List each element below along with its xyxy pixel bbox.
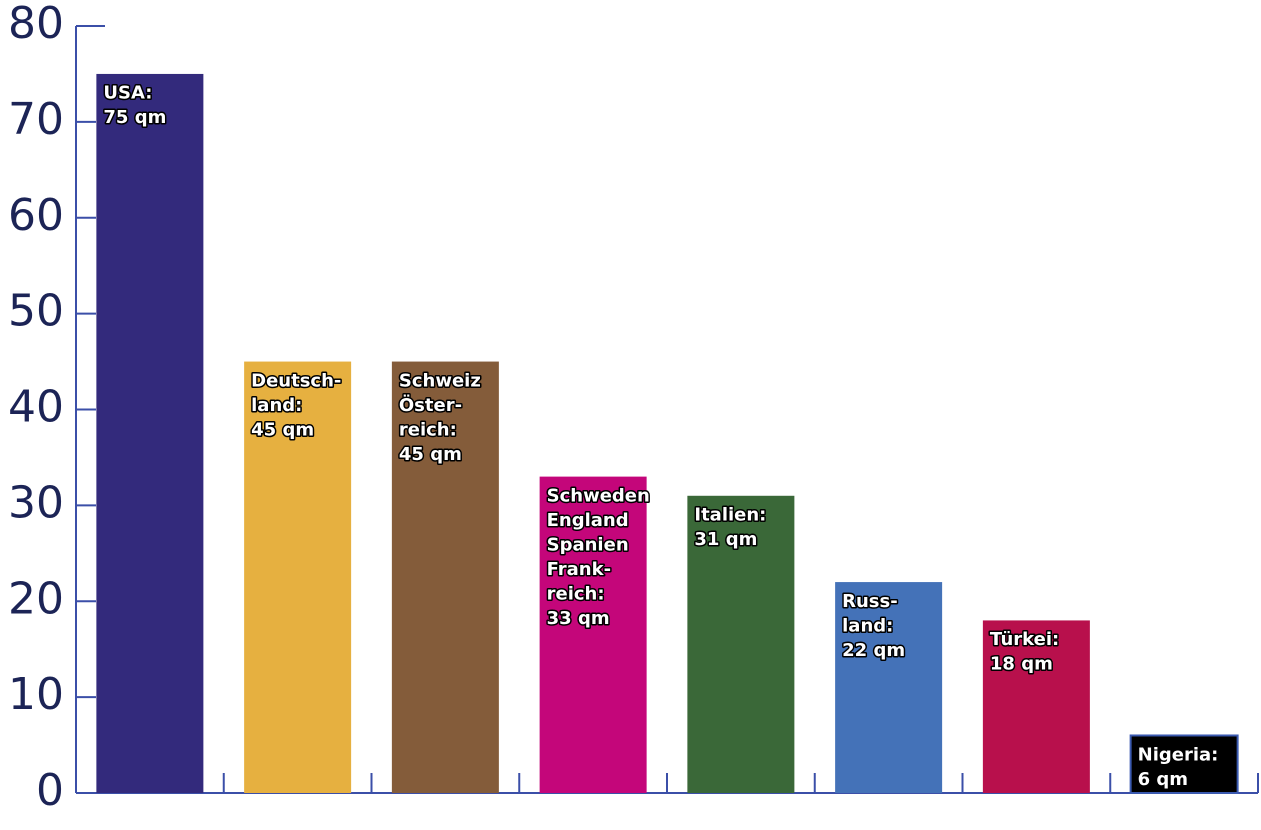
bar [96,73,204,793]
bar-label: Öster- [399,394,462,416]
value-label: 18 qm [990,654,1053,675]
bar [982,620,1090,793]
value-label: 45 qm [251,419,314,440]
bar [539,476,647,793]
y-tick-label: 80 [8,0,64,49]
bar [391,361,499,793]
bar-label: reich: [547,583,605,604]
bar-label: Frank- [547,559,611,580]
y-tick-label: 60 [8,190,64,241]
bar [687,495,795,793]
value-label: 6 qm [1138,769,1188,790]
bar-label: USA: [103,83,152,104]
y-tick-label: 20 [8,573,64,624]
value-label: 33 qm [547,608,610,629]
bar-label: Russ- [842,591,898,612]
bar [1129,734,1239,794]
bar-label: Deutsch- [251,370,341,391]
bar-label: reich: [399,419,457,440]
y-tick-label: 10 [8,669,64,720]
y-tick-label: 30 [8,477,64,528]
bar-label: Italien: [694,505,766,526]
bar [244,361,352,793]
value-label: 22 qm [842,640,905,661]
bar-label: Schweiz [399,370,481,391]
bar-label: Nigeria: [1138,744,1219,765]
bar [835,582,943,793]
value-label: 45 qm [399,444,462,465]
value-label: 31 qm [694,529,757,550]
y-tick-label: 40 [8,382,64,433]
y-tick-label: 50 [8,286,64,337]
bar-label: Spanien [547,534,629,555]
bar-label: land: [251,395,302,416]
bar-label: Schweden [547,485,650,506]
bar-label: England [547,510,629,531]
value-label: 75 qm [103,107,166,128]
y-tick-label: 0 [36,765,64,816]
y-tick-label: 70 [8,94,64,145]
bar-label: land: [842,615,893,636]
bar-label: Türkei: [990,629,1059,650]
